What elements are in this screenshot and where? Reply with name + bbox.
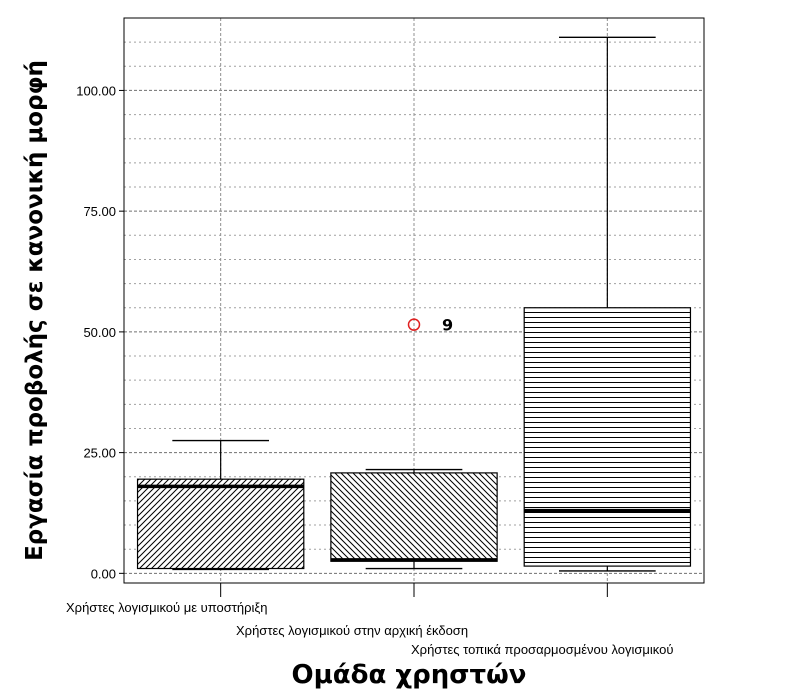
axes: 0.00 25.00 50.00 75.00 100.00 Χρήστες λογισμι… <box>66 83 673 657</box>
outlier-point <box>407 318 421 331</box>
y-tick-label: 100.00 <box>76 83 116 98</box>
box-group: 9 <box>330 316 498 570</box>
outlier-label: 9 <box>442 316 453 335</box>
box-iqr <box>136 478 305 570</box>
y-tick-label: 75.00 <box>83 204 116 219</box>
x-axis-title: Ομάδα χρηστών <box>292 660 527 690</box>
x-category-label: Χρήστες τοπικά προσαρμοσμένου λογισμικού <box>411 642 673 657</box>
box-group <box>136 439 305 571</box>
box-iqr <box>523 307 692 567</box>
x-category-label: Χρήστες λογισμικού στην αρχική έκδοση <box>236 623 468 638</box>
y-tick-label: 0.00 <box>91 566 116 581</box>
x-category-label: Χρήστες λογισμικού με υποστήριξη <box>66 600 268 615</box>
y-tick-label: 25.00 <box>83 446 116 461</box>
box-iqr <box>330 472 498 562</box>
y-axis-title: Εργασία προβολής σε κανονική μορφή <box>22 60 48 561</box>
y-tick-label: 50.00 <box>83 325 116 340</box>
box-group <box>523 36 692 572</box>
boxes: 9 <box>136 36 692 572</box>
